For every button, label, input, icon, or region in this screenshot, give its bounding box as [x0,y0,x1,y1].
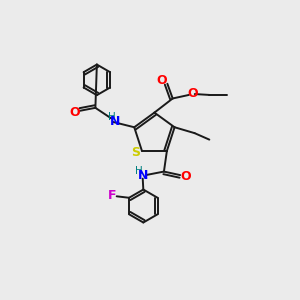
Text: H: H [108,112,116,122]
Text: O: O [157,74,167,87]
Text: S: S [131,146,140,159]
Text: F: F [108,189,116,202]
Text: O: O [188,87,198,100]
Text: N: N [110,115,120,128]
Text: O: O [70,106,80,119]
Text: H: H [135,166,143,176]
Text: O: O [180,170,191,183]
Text: N: N [138,169,148,182]
